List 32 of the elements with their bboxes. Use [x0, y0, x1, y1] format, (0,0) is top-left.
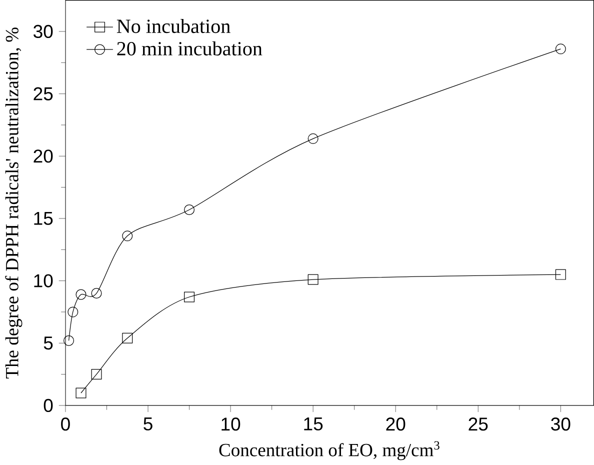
- point: [122, 332, 133, 344]
- point: [555, 269, 566, 280]
- y-tick-label: 25: [34, 87, 53, 100]
- point: [308, 274, 318, 285]
- legend-label: 20 min incubation: [117, 41, 262, 56]
- x-tick-label: 10: [222, 417, 240, 430]
- legend-label: No incubation: [116, 18, 230, 33]
- point: [184, 204, 195, 215]
- y-tick-label: 10: [34, 274, 53, 288]
- x-tick-label: 5: [144, 417, 152, 430]
- x-tick-label: 15: [304, 417, 323, 430]
- point: [91, 368, 102, 380]
- point: [555, 44, 566, 54]
- y-tick-label: 30: [34, 24, 53, 38]
- x-tick-label: 20: [386, 417, 406, 430]
- x-tick-label: 0: [61, 417, 70, 430]
- x-axis-title: Concentration of EO, mg/cm$^{3}$: [219, 441, 440, 460]
- point: [76, 388, 86, 398]
- point: [76, 289, 86, 300]
- x-tick-label: 30: [551, 417, 570, 430]
- point: [122, 230, 133, 242]
- y-axis-title: The degree of DPPH radicals' neutralization, %: [5, 27, 22, 378]
- x-tick-label: 25: [468, 417, 488, 430]
- y-tick-label: 0: [44, 398, 53, 412]
- y-tick-label: 20: [34, 149, 53, 163]
- point: [184, 292, 195, 302]
- point: [68, 306, 78, 318]
- y-tick-label: 15: [34, 212, 53, 225]
- point: [64, 335, 74, 346]
- y-tick-label: 5: [44, 336, 53, 350]
- point: [91, 288, 102, 298]
- point: [308, 133, 318, 144]
